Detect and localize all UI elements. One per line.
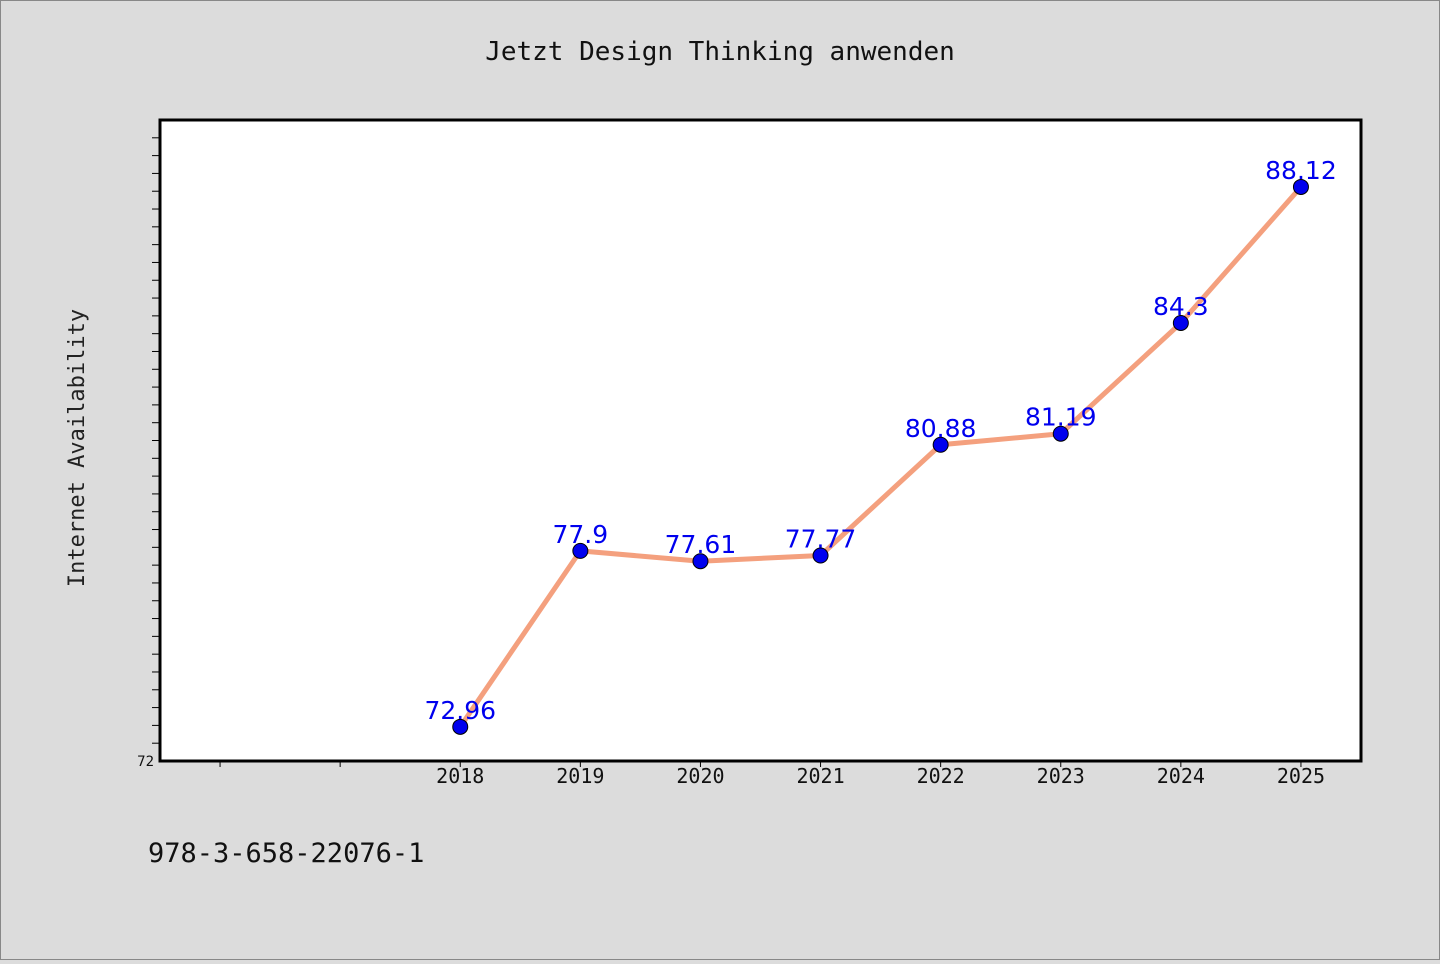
x-tick-label: 2024 [1157,764,1205,788]
x-tick-label: 2019 [556,764,604,788]
x-tick-label: 2025 [1277,764,1325,788]
data-point [692,553,709,570]
data-label: 77.9 [553,520,609,549]
x-tick-label: 2023 [1037,764,1085,788]
isbn-footnote: 978-3-658-22076-1 [148,838,424,869]
x-axis-ticks: 2018 2019 2020 2021 2022 2023 2024 2025 [219,761,1325,788]
data-label: 72.96 [424,696,496,725]
data-point [932,436,949,453]
data-label: 84.3 [1153,292,1209,321]
data-point [452,718,469,735]
x-tick-label: 2020 [676,764,724,788]
data-label: 77.61 [665,530,737,559]
data-label: 81.19 [1025,403,1097,432]
y-tick-label: 72 [137,754,154,770]
data-point [1172,314,1189,331]
x-tick-label: 2021 [796,764,844,788]
chart-title: Jetzt Design Thinking anwenden [485,37,955,67]
data-point [572,542,589,559]
x-tick-label: 2018 [436,764,484,788]
y-axis-label: Internet Availability [65,309,90,587]
data-point [1052,425,1069,442]
data-label: 80.88 [905,414,977,443]
series-layer: 72.96 77.9 77.61 77.77 80.88 81.19 84.3 88.12 [424,156,1337,735]
y-axis-ticks: 72 [137,137,160,770]
series-line [458,185,1303,729]
data-point [1292,178,1309,195]
data-label: 77.77 [785,525,857,554]
plot-area [158,118,1363,763]
x-tick-label: 2022 [917,764,965,788]
data-point [812,547,829,564]
data-label: 88.12 [1265,156,1337,185]
